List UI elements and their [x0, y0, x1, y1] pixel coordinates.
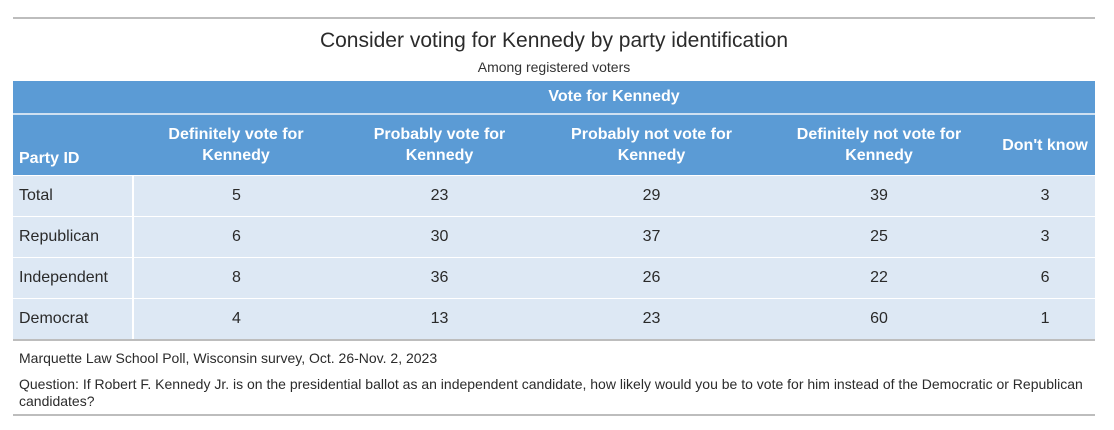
table-cell: 13: [339, 298, 540, 339]
question-note: Question: If Robert F. Kennedy Jr. is on…: [19, 376, 1083, 409]
table-cell: 4: [133, 298, 339, 339]
table-cell: 3: [995, 175, 1096, 217]
table-cell: 26: [540, 257, 763, 299]
row-label: Independent: [13, 257, 134, 299]
top-rule: [13, 17, 1095, 19]
column-header-dont-know: Don't know: [995, 114, 1096, 176]
table-cell: 29: [540, 175, 763, 217]
column-header-row: Party ID Definitely vote for Kennedy Pro…: [13, 114, 1096, 176]
table-row: Democrat 4 13 23 60 1: [13, 298, 1096, 339]
column-header-probably-vote: Probably vote for Kennedy: [339, 114, 540, 176]
table-cell: 22: [763, 257, 995, 299]
table-cell: 6: [995, 257, 1096, 299]
table-cell: 1: [995, 298, 1096, 339]
row-label: Democrat: [13, 298, 134, 339]
table-cell: 36: [339, 257, 540, 299]
table-cell: 60: [763, 298, 995, 339]
table-row: Total 5 23 29 39 3: [13, 175, 1096, 217]
spanner-header-row: Vote for Kennedy: [13, 81, 1096, 115]
end-rule: [13, 414, 1095, 416]
results-table: Vote for Kennedy Party ID Definitely vot…: [13, 81, 1096, 339]
table-title: Consider voting for Kennedy by party ide…: [319, 29, 789, 52]
spanner-header: Vote for Kennedy: [133, 81, 1096, 115]
row-label: Total: [13, 175, 134, 217]
column-header-party-id: Party ID: [13, 114, 133, 176]
table-cell: 25: [763, 216, 995, 258]
spanner-blank-cell: [13, 81, 133, 115]
column-header-definitely-vote: Definitely vote for Kennedy: [133, 114, 339, 176]
row-label: Republican: [13, 216, 134, 258]
table-cell: 23: [339, 175, 540, 217]
table-cell: 30: [339, 216, 540, 258]
source-note: Marquette Law School Poll, Wisconsin sur…: [19, 350, 438, 366]
table-subtitle: Among registered voters: [477, 59, 631, 75]
table-row: Independent 8 36 26 22 6: [13, 257, 1096, 299]
column-header-definitely-not-vote: Definitely not vote for Kennedy: [763, 114, 995, 176]
table-figure: Consider voting for Kennedy by party ide…: [13, 17, 1096, 416]
table-cell: 8: [133, 257, 339, 299]
table-cell: 39: [763, 175, 995, 217]
table-cell: 37: [540, 216, 763, 258]
table-cell: 3: [995, 216, 1096, 258]
table-cell: 6: [133, 216, 339, 258]
table-bottom-rule: [13, 339, 1095, 341]
column-header-probably-not-vote: Probably not vote for Kennedy: [540, 114, 763, 176]
table-cell: 23: [540, 298, 763, 339]
table-cell: 5: [133, 175, 339, 217]
table-row: Republican 6 30 37 25 3: [13, 216, 1096, 258]
